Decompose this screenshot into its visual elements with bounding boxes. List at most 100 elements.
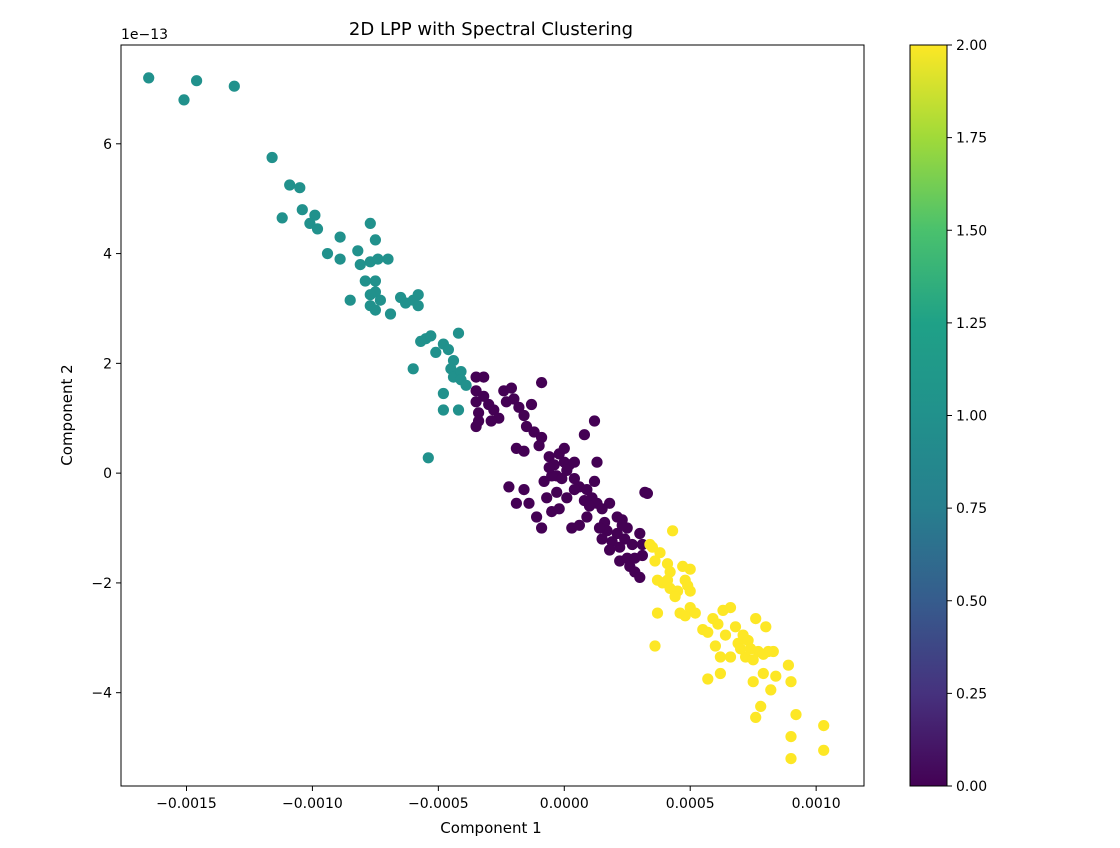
plot-area (120, 44, 865, 787)
colorbar-tick-label: 0.00 (956, 779, 987, 795)
scatter-point-cluster-2 (724, 651, 737, 663)
scatter-point-cluster-2 (689, 607, 701, 619)
scatter-point-cluster-0 (568, 473, 581, 485)
y-tick-label: −4 (91, 686, 112, 702)
scatter-point-cluster-0 (581, 511, 593, 523)
scatter-point-cluster-2 (785, 753, 797, 765)
scatter-point-cluster-0 (513, 401, 525, 413)
scatter-point-cluster-2 (747, 676, 759, 688)
scatter-point-cluster-2 (714, 667, 727, 680)
scatter-point-cluster-0 (510, 497, 522, 509)
scatter-point-cluster-0 (533, 440, 545, 452)
scatter-point-cluster-1 (442, 344, 454, 356)
colorbar-tick-label: 1.75 (956, 131, 987, 147)
scatter-point-cluster-1 (309, 209, 321, 221)
scatter-point-cluster-0 (536, 522, 548, 534)
scatter-point-cluster-0 (588, 475, 601, 487)
x-tick-label: 0.0005 (666, 796, 715, 812)
scatter-point-cluster-0 (518, 484, 530, 496)
scatter-point-cluster-1 (143, 72, 155, 84)
scatter-point-cluster-0 (551, 486, 563, 498)
colorbar-tick-label: 0.75 (956, 501, 987, 517)
scatter-point-cluster-1 (352, 245, 364, 257)
scatter-point-cluster-1 (407, 363, 419, 375)
scatter-point-cluster-0 (634, 527, 646, 540)
scatter-point-cluster-2 (669, 591, 681, 603)
scatter-point-cluster-0 (636, 549, 649, 562)
x-tick-label: 0.0010 (792, 796, 841, 812)
scatter-point-cluster-1 (422, 452, 434, 464)
scatter-point-cluster-0 (553, 503, 565, 515)
scatter-point-cluster-2 (729, 621, 742, 633)
scatter-point-cluster-0 (485, 415, 497, 427)
scatter-point-cluster-0 (473, 415, 485, 427)
scatter-point-cluster-0 (583, 500, 596, 512)
colorbar-tick-label: 1.25 (956, 316, 987, 332)
scatter-point-cluster-2 (719, 629, 732, 641)
x-axis-label: Component 1 (440, 819, 541, 837)
scatter-point-cluster-0 (536, 377, 548, 389)
scatter-point-cluster-2 (760, 621, 772, 633)
y-axis-label: Component 2 (58, 364, 76, 465)
scatter-point-cluster-2 (649, 555, 661, 567)
scatter-point-cluster-1 (284, 179, 296, 191)
scatter-point-cluster-1 (415, 335, 427, 347)
scatter-point-cluster-0 (641, 487, 654, 499)
scatter-point-cluster-1 (294, 182, 306, 194)
y-tick-label: 2 (103, 356, 112, 372)
colorbar (909, 44, 948, 787)
y-tick-label: 0 (103, 466, 112, 482)
scatter-point-cluster-0 (588, 415, 601, 427)
y-axis-ticks: −4 −2 0 2 4 6 (91, 137, 121, 702)
y-tick-label: 6 (103, 137, 112, 153)
scatter-point-cluster-2 (765, 684, 777, 696)
scatter-points (143, 72, 830, 765)
scatter-point-cluster-0 (518, 445, 530, 457)
chart-title: 2D LPP with Spectral Clustering (349, 19, 633, 40)
scatter-point-cluster-0 (505, 382, 517, 394)
scatter-point-cluster-0 (518, 409, 530, 422)
y-tick-label: −2 (91, 576, 112, 592)
scatter-point-cluster-0 (604, 497, 616, 509)
scatter-point-cluster-0 (543, 462, 555, 474)
scatter-point-cluster-0 (520, 420, 533, 433)
scatter-point-cluster-1 (228, 80, 240, 92)
x-tick-label: 0.0000 (540, 796, 589, 812)
scatter-point-cluster-1 (369, 304, 381, 316)
scatter-point-cluster-1 (452, 404, 465, 416)
colorbar-tick-label: 0.25 (956, 686, 987, 702)
scatter-point-cluster-0 (561, 464, 573, 476)
scatter-point-cluster-1 (344, 294, 356, 306)
scatter-point-cluster-2 (750, 711, 762, 724)
scatter-point-cluster-2 (735, 643, 747, 655)
colorbar-tick-label: 1.50 (956, 223, 987, 239)
scatter-point-cluster-2 (649, 640, 661, 652)
scatter-point-cluster-0 (558, 442, 570, 454)
scatter-point-cluster-2 (684, 563, 696, 575)
colorbar-tick-label: 0.50 (956, 594, 987, 610)
x-tick-label: −0.0010 (282, 796, 343, 812)
scatter-point-cluster-1 (191, 75, 203, 87)
scatter-point-cluster-0 (470, 396, 482, 408)
scatter-point-cluster-0 (573, 519, 586, 531)
scatter-point-cluster-1 (178, 94, 190, 106)
scatter-point-cluster-2 (785, 731, 797, 743)
scatter-point-cluster-1 (321, 248, 334, 260)
scatter-point-cluster-0 (568, 484, 581, 496)
scatter-point-cluster-1 (382, 253, 394, 265)
scatter-point-cluster-0 (578, 429, 591, 441)
scatter-point-cluster-1 (437, 404, 449, 416)
x-tick-label: −0.0015 (156, 796, 217, 812)
y-offset-label: 1e−13 (121, 27, 168, 43)
scatter-point-cluster-2 (651, 607, 664, 619)
scatter-point-cluster-1 (412, 289, 424, 301)
colorbar-tick-label: 2.00 (956, 38, 987, 54)
scatter-point-cluster-1 (369, 275, 381, 287)
scatter-point-cluster-2 (654, 547, 666, 559)
scatter-point-cluster-0 (523, 497, 535, 509)
scatter-point-cluster-1 (384, 308, 397, 320)
scatter-point-cluster-0 (593, 522, 606, 534)
scatter-point-cluster-0 (525, 398, 538, 411)
scatter-point-cluster-1 (412, 300, 424, 312)
